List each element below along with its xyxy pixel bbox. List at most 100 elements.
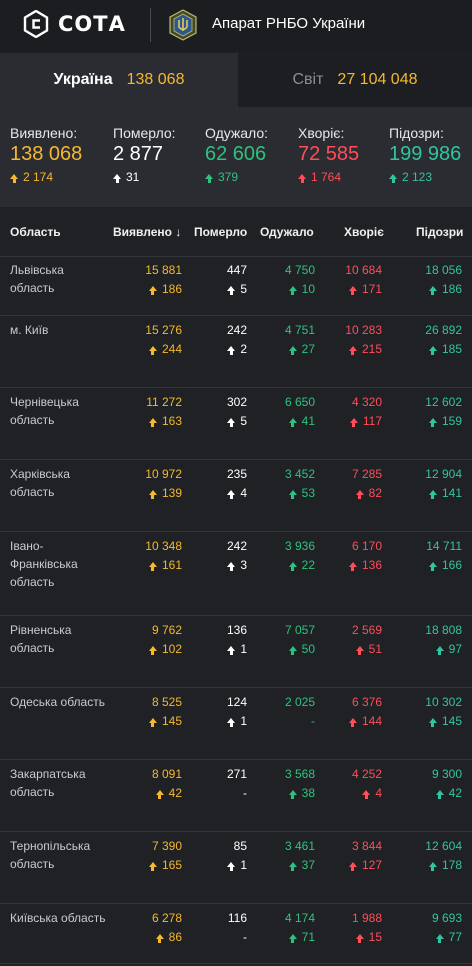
deaths-delta: 5 (227, 412, 247, 430)
arrow-up-icon (148, 345, 157, 355)
table-row[interactable]: Чернівецька область 11 272 163 302 5 6 650 41 4… (0, 388, 472, 460)
brand-logo[interactable]: СОТА (22, 10, 126, 38)
table-row[interactable]: м. Київ 15 276 244 242 2 4 751 27 10 283 215 26 8… (0, 316, 472, 388)
sick-value: 2 569 (351, 623, 382, 637)
sick-delta-value: 215 (361, 342, 382, 356)
sick-delta-value: 4 (375, 786, 382, 800)
tab-ukraine-value: 138 068 (126, 71, 185, 88)
header-divider (150, 8, 151, 42)
cases-value: 15 276 (145, 323, 182, 337)
suspected-delta: 141 (428, 484, 462, 502)
table-row[interactable]: Рівненська область 9 762 102 136 1 7 057 50 2 5… (0, 616, 472, 688)
sick-delta: 171 (348, 280, 382, 298)
recovered-delta: 22 (288, 556, 315, 574)
stat-delta-value: 1 764 (311, 170, 342, 184)
cases-delta-value: 161 (161, 558, 182, 572)
stat-delta-value: 31 (126, 170, 140, 184)
arrow-up-icon (227, 285, 236, 295)
deaths-value: 85 (233, 839, 247, 853)
sick-value: 1 988 (351, 911, 382, 925)
stat-value: 2 877 (113, 143, 164, 165)
sick-delta-value: 171 (361, 282, 382, 296)
arrow-up-icon (10, 173, 18, 183)
stat-delta: 379 (205, 170, 268, 184)
table-row[interactable]: Тернопільська область 7 390 165 85 1 3 461 37 3… (0, 832, 472, 904)
cases-value: 11 272 (146, 395, 182, 409)
cases-value: 15 881 (145, 263, 182, 277)
arrow-up-icon (148, 645, 157, 655)
cases-delta: 165 (148, 856, 182, 874)
suspected-value: 10 302 (425, 695, 462, 709)
col-header-detected[interactable]: Виявлено ↓ (113, 225, 181, 239)
suspected-delta-value: 42 (448, 786, 462, 800)
stat-value: 199 986 (389, 143, 462, 165)
stat-label: Одужало: (205, 125, 269, 141)
arrow-up-icon (155, 933, 164, 943)
deaths-delta: - (243, 928, 247, 946)
suspected-value: 18 808 (425, 623, 462, 637)
stat-delta: 2 123 (389, 170, 461, 184)
deaths-value: 116 (227, 911, 247, 925)
stat-delta-value: 2 123 (402, 170, 433, 184)
rnbo-emblem-icon (169, 9, 197, 41)
deaths-value: 271 (226, 767, 247, 781)
col-header-deaths[interactable]: Померло (194, 225, 248, 239)
table-row[interactable]: Одеська область 8 525 145 124 1 2 025 - 6 376 14… (0, 688, 472, 760)
suspected-value: 26 892 (425, 323, 462, 337)
tab-ukraine[interactable]: Україна 138 068 (0, 53, 238, 107)
arrow-up-icon (355, 645, 364, 655)
cases-delta: 244 (148, 340, 182, 358)
recovered-delta-value: 27 (301, 342, 315, 356)
arrow-up-icon (428, 285, 437, 295)
arrow-up-icon (288, 861, 297, 871)
suspected-value: 12 904 (425, 467, 462, 481)
brand-name: СОТА (58, 12, 126, 36)
sick-delta: 4 (362, 784, 382, 802)
table-row[interactable]: Закарпатська область 8 091 42 271 - 3 568 38 4 … (0, 760, 472, 832)
recovered-delta: 37 (288, 856, 315, 874)
col-header-recovered[interactable]: Одужало (260, 225, 314, 239)
recovered-value: 3 461 (284, 839, 315, 853)
arrow-up-icon (148, 417, 157, 427)
recovered-value: 4 750 (284, 263, 315, 277)
arrow-up-icon (435, 789, 444, 799)
col-header-region[interactable]: Область (10, 225, 61, 239)
deaths-value: 242 (226, 539, 247, 553)
recovered-delta-value: 22 (301, 558, 315, 572)
recovered-delta: 53 (288, 484, 315, 502)
table-row[interactable]: Львівська область 15 881 186 447 5 4 750 10 10 … (0, 256, 472, 316)
tab-world[interactable]: Світ 27 104 048 (238, 53, 472, 107)
recovered-delta-value: 53 (301, 486, 315, 500)
region-name: м. Київ (10, 323, 49, 337)
deaths-delta: 5 (227, 280, 247, 298)
region-name: Львівська область (10, 263, 64, 295)
summary-panel: Виявлено: 138 068 2 174 Померло: 2 877 3… (0, 107, 472, 207)
arrow-up-icon (389, 173, 397, 183)
deaths-delta-value: - (243, 786, 247, 800)
suspected-delta: 185 (428, 340, 462, 358)
col-header-suspected[interactable]: Підозри (416, 225, 464, 239)
table-row[interactable]: Івано-Франківська область 10 348 161 242 3 3 … (0, 532, 472, 616)
cases-delta: 163 (148, 412, 182, 430)
sick-delta: 117 (349, 412, 382, 430)
sick-delta-value: 136 (361, 558, 382, 572)
table-row[interactable]: Харківська область 10 972 139 235 4 3 452 53 7 … (0, 460, 472, 532)
arrow-up-icon (148, 717, 157, 727)
arrow-up-icon (227, 861, 236, 871)
col-header-sick[interactable]: Хворіє (344, 225, 384, 239)
cases-value: 9 762 (151, 623, 182, 637)
arrow-up-icon (205, 173, 213, 183)
sick-delta-value: 144 (361, 714, 382, 728)
table-row[interactable]: Київська область 6 278 86 116 - 4 174 71 1 988 1… (0, 904, 472, 964)
recovered-value: 2 025 (284, 695, 315, 709)
arrow-up-icon (113, 173, 121, 183)
arrow-up-icon (428, 417, 437, 427)
suspected-delta-value: 145 (441, 714, 462, 728)
suspected-value: 18 056 (425, 263, 462, 277)
deaths-value: 302 (226, 395, 247, 409)
deaths-delta: 3 (227, 556, 247, 574)
arrow-up-icon (148, 285, 157, 295)
arrow-up-icon (227, 345, 236, 355)
suspected-delta-value: 141 (441, 486, 462, 500)
stat-suspected: Підозри: 199 986 2 123 (389, 125, 461, 184)
